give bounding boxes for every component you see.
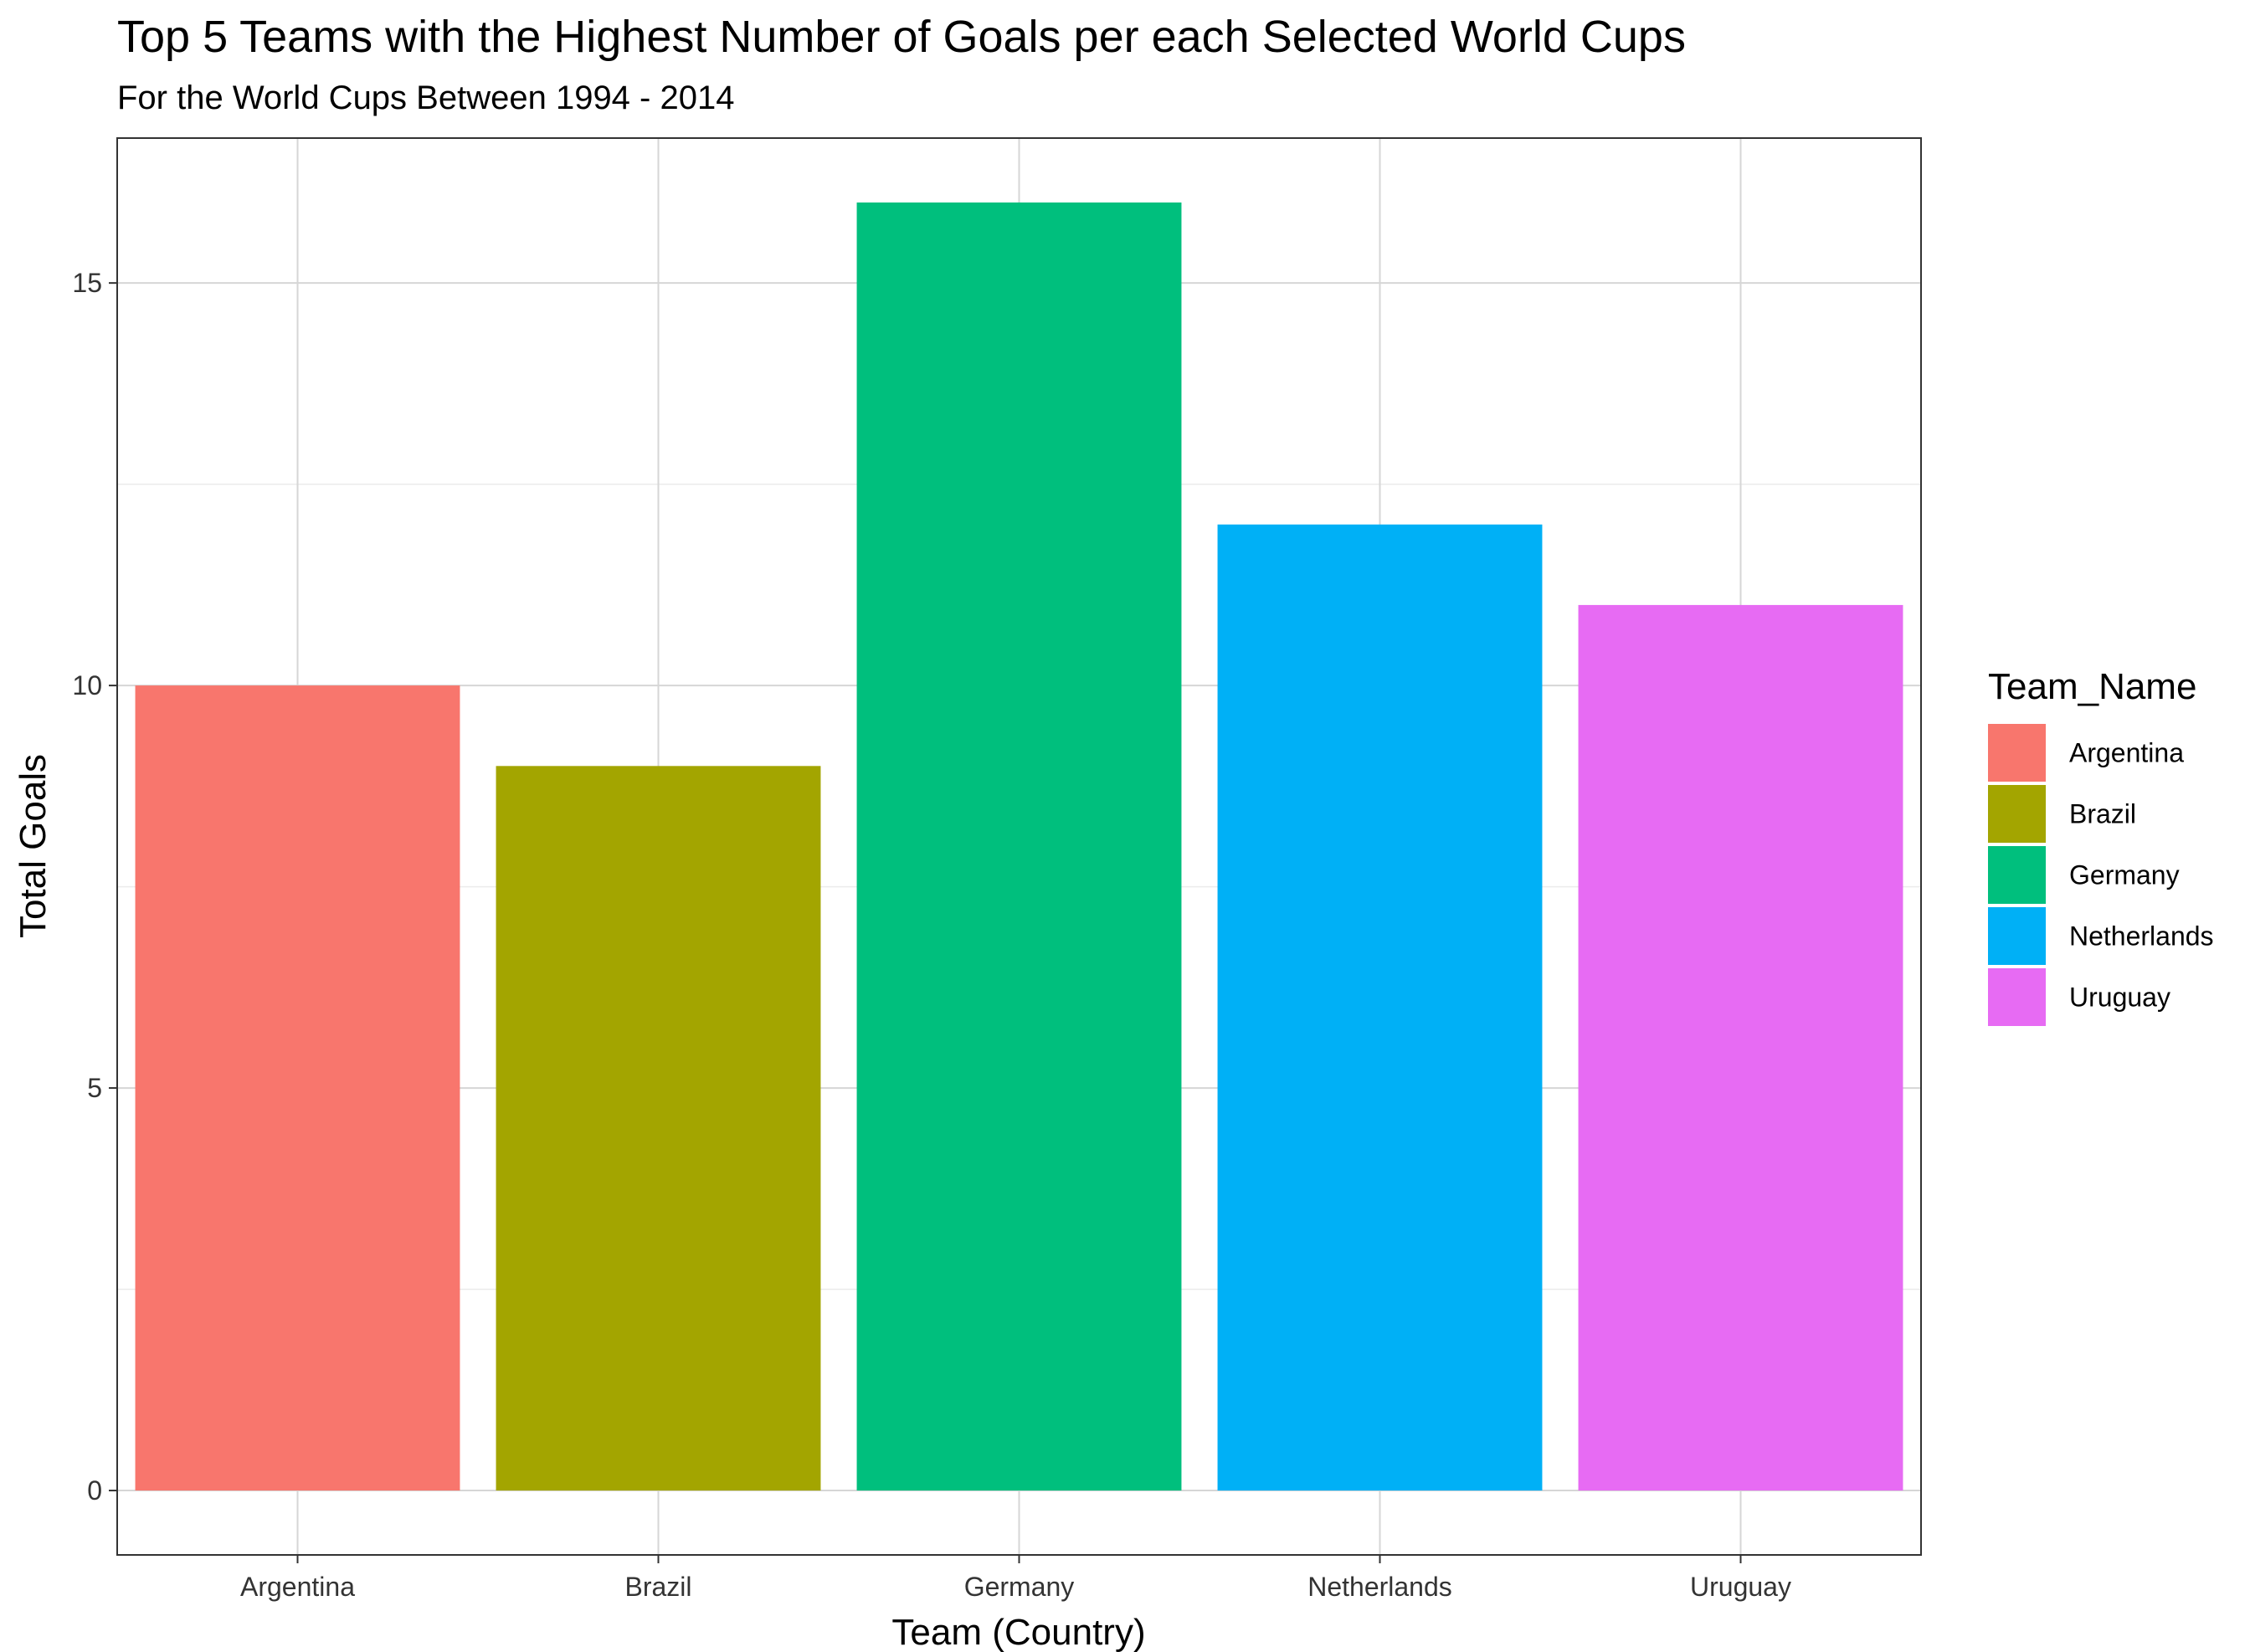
- x-axis-title: Team (Country): [891, 1612, 1145, 1652]
- x-axis-ticks: Argentina Brazil Germany Netherlands Uruguay: [240, 1555, 1791, 1602]
- chart-title: Top 5 Teams with the Highest Number of G…: [117, 12, 1686, 62]
- x-tick-label: Brazil: [624, 1572, 691, 1602]
- legend-label: Brazil: [2069, 799, 2136, 829]
- legend-key: [1988, 785, 2046, 843]
- bars: [135, 202, 1903, 1491]
- legend-key: [1988, 846, 2046, 904]
- legend-label: Argentina: [2069, 738, 2184, 768]
- chart-subtitle: For the World Cups Between 1994 - 2014: [117, 80, 734, 116]
- legend: Team_Name Argentina Brazil Germany Netherla…: [1988, 666, 2214, 1026]
- y-axis-title: Total Goals: [13, 754, 54, 938]
- legend-label: Netherlands: [2069, 921, 2214, 952]
- x-tick-label: Netherlands: [1307, 1572, 1452, 1602]
- y-axis-ticks: 0 5 10 15: [72, 268, 117, 1506]
- plot-panel: [116, 137, 1922, 1556]
- bar-germany: [856, 202, 1182, 1491]
- x-tick-label: Uruguay: [1690, 1572, 1791, 1602]
- y-tick-label: 5: [87, 1073, 102, 1103]
- bar-argentina: [135, 685, 460, 1491]
- bar-uruguay: [1578, 604, 1903, 1491]
- legend-label: Uruguay: [2069, 982, 2170, 1013]
- bar-brazil: [496, 766, 821, 1491]
- x-tick-label: Germany: [964, 1572, 1075, 1602]
- y-tick-label: 15: [72, 268, 102, 298]
- x-tick-label: Argentina: [240, 1572, 355, 1602]
- legend-label: Germany: [2069, 860, 2180, 890]
- legend-title: Team_Name: [1988, 666, 2196, 707]
- legend-items: Argentina Brazil Germany Netherlands Uruguay: [1988, 724, 2214, 1026]
- bar-netherlands: [1217, 524, 1543, 1491]
- legend-key: [1988, 907, 2046, 965]
- y-tick-label: 10: [72, 670, 102, 700]
- legend-key: [1988, 724, 2046, 782]
- y-tick-label: 0: [87, 1475, 102, 1506]
- legend-key: [1988, 968, 2046, 1026]
